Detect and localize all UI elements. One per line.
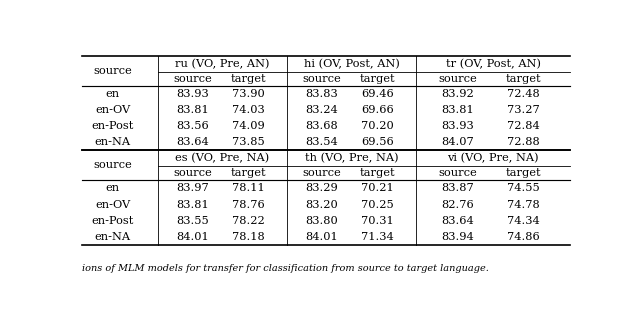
Text: target: target [360, 168, 396, 178]
Text: 84.01: 84.01 [176, 232, 209, 242]
Text: 83.92: 83.92 [442, 89, 474, 99]
Text: en-Post: en-Post [92, 121, 134, 131]
Text: source: source [438, 74, 477, 84]
Text: 78.76: 78.76 [232, 200, 264, 210]
Text: 73.85: 73.85 [232, 137, 264, 147]
Text: 82.76: 82.76 [442, 200, 474, 210]
Text: en: en [106, 89, 120, 99]
Text: tr (OV, Post, AN): tr (OV, Post, AN) [445, 58, 541, 69]
Text: vi (VO, Pre, NA): vi (VO, Pre, NA) [447, 153, 539, 163]
Text: 72.88: 72.88 [508, 137, 540, 147]
Text: 83.29: 83.29 [305, 183, 339, 193]
Text: hi (OV, Post, AN): hi (OV, Post, AN) [304, 58, 399, 69]
Text: 78.22: 78.22 [232, 216, 264, 226]
Text: source: source [303, 74, 341, 84]
Text: en-NA: en-NA [95, 232, 131, 242]
Text: target: target [230, 74, 266, 84]
Text: source: source [438, 168, 477, 178]
Text: 72.84: 72.84 [508, 121, 540, 131]
Text: 74.78: 74.78 [508, 200, 540, 210]
Text: th (VO, Pre, NA): th (VO, Pre, NA) [305, 153, 399, 163]
Text: source: source [93, 66, 132, 76]
Text: en-Post: en-Post [92, 216, 134, 226]
Text: 83.83: 83.83 [305, 89, 339, 99]
Text: 83.94: 83.94 [442, 232, 474, 242]
Text: 84.01: 84.01 [305, 232, 339, 242]
Text: en-NA: en-NA [95, 137, 131, 147]
Text: 74.03: 74.03 [232, 105, 264, 115]
Text: ions of MLM models for transfer for classification from source to target languag: ions of MLM models for transfer for clas… [83, 265, 489, 273]
Text: source: source [93, 160, 132, 170]
Text: 83.64: 83.64 [176, 137, 209, 147]
Text: 83.64: 83.64 [442, 216, 474, 226]
Text: es (VO, Pre, NA): es (VO, Pre, NA) [175, 153, 269, 163]
Text: 74.34: 74.34 [508, 216, 540, 226]
Text: 83.80: 83.80 [305, 216, 339, 226]
Text: 72.48: 72.48 [508, 89, 540, 99]
Text: 83.55: 83.55 [176, 216, 209, 226]
Text: ru (VO, Pre, AN): ru (VO, Pre, AN) [175, 58, 269, 69]
Text: 83.97: 83.97 [176, 183, 209, 193]
Text: 78.11: 78.11 [232, 183, 264, 193]
Text: 83.54: 83.54 [305, 137, 339, 147]
Text: 83.81: 83.81 [176, 105, 209, 115]
Text: 83.20: 83.20 [305, 200, 339, 210]
Text: 83.81: 83.81 [442, 105, 474, 115]
Text: 78.18: 78.18 [232, 232, 264, 242]
Text: 71.34: 71.34 [361, 232, 394, 242]
Text: 70.31: 70.31 [361, 216, 394, 226]
Text: 73.27: 73.27 [508, 105, 540, 115]
Text: source: source [303, 168, 341, 178]
Text: 83.93: 83.93 [442, 121, 474, 131]
Text: source: source [173, 168, 212, 178]
Text: 83.93: 83.93 [176, 89, 209, 99]
Text: 70.25: 70.25 [361, 200, 394, 210]
Text: 69.66: 69.66 [361, 105, 394, 115]
Text: 83.56: 83.56 [176, 121, 209, 131]
Text: 73.90: 73.90 [232, 89, 264, 99]
Text: 83.87: 83.87 [442, 183, 474, 193]
Text: 84.07: 84.07 [442, 137, 474, 147]
Text: en: en [106, 183, 120, 193]
Text: 74.09: 74.09 [232, 121, 264, 131]
Text: 83.81: 83.81 [176, 200, 209, 210]
Text: 69.56: 69.56 [361, 137, 394, 147]
Text: en-OV: en-OV [95, 200, 130, 210]
Text: target: target [360, 74, 396, 84]
Text: 83.24: 83.24 [305, 105, 339, 115]
Text: target: target [506, 74, 541, 84]
Text: 83.68: 83.68 [305, 121, 339, 131]
Text: source: source [173, 74, 212, 84]
Text: en-OV: en-OV [95, 105, 130, 115]
Text: 70.21: 70.21 [361, 183, 394, 193]
Text: target: target [506, 168, 541, 178]
Text: 69.46: 69.46 [361, 89, 394, 99]
Text: 74.55: 74.55 [508, 183, 540, 193]
Text: target: target [230, 168, 266, 178]
Text: 70.20: 70.20 [361, 121, 394, 131]
Text: 74.86: 74.86 [508, 232, 540, 242]
